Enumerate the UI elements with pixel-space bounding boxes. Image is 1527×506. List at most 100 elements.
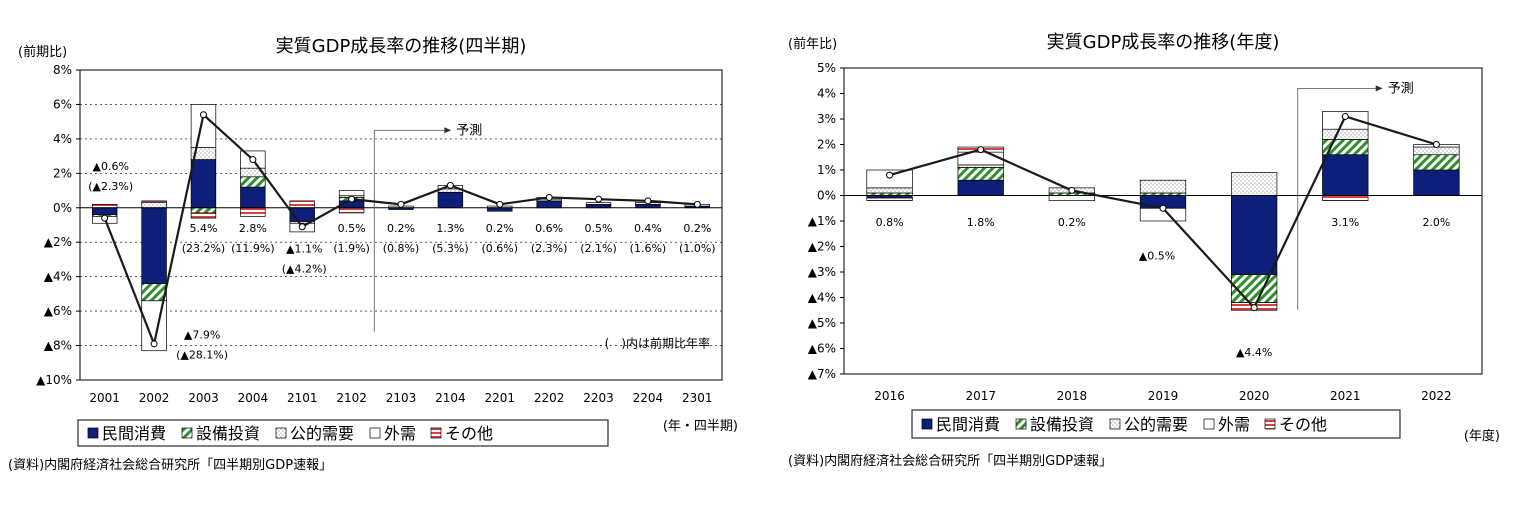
bar-private-consumption	[585, 203, 612, 209]
y-tick-label: ▲6%	[44, 304, 72, 318]
y-tick-label: ▲5%	[808, 316, 836, 330]
bar-other	[1322, 195, 1369, 201]
y-axis-label: (前期比)	[18, 44, 67, 60]
value-label: ▲4.4%	[1236, 346, 1272, 359]
legend-label: 公的需要	[1124, 415, 1188, 434]
x-tick-label: 2102	[336, 391, 367, 405]
legend-swatch-external-demand	[369, 427, 381, 439]
bar-other	[91, 203, 118, 209]
x-tick-label: 2018	[1057, 389, 1088, 403]
y-tick-label: ▲4%	[44, 270, 72, 284]
x-tick-label: 2101	[287, 391, 318, 405]
bar-public-demand	[1139, 179, 1187, 194]
legend-swatch-public-demand	[275, 427, 287, 439]
x-tick-label: 2022	[1421, 389, 1452, 403]
gdp-growth-point	[1250, 304, 1258, 312]
value-label: 0.4%	[634, 222, 662, 235]
fiscal-year-gdp-chart: 実質GDP成長率の推移(年度) (前年比) (年度) 5% 4% 3% 2% 1% 0% ▲1% ▲…	[788, 32, 1500, 444]
fiscal-year-gdp-chart-panel: 実質GDP成長率の推移(年度) (前年比) (年度) 5% 4% 3% 2% 1% 0% ▲1% ▲…	[760, 0, 1527, 506]
gdp-growth-point	[348, 195, 356, 203]
plot-frame	[79, 69, 723, 381]
bar-private-consumption	[240, 186, 266, 209]
value-label: 2.8%	[239, 222, 267, 235]
y-tick-label: ▲8%	[44, 339, 72, 353]
quarterly-gdp-chart-panel: 実質GDP成長率の推移(四半期) (前期比) (年・四半期) 8% 6% 4% 2% 0% ▲2…	[0, 0, 760, 506]
x-axis-label: (年度)	[1464, 428, 1500, 444]
annualized-label: (▲28.1%)	[176, 349, 228, 362]
x-tick-label: 2203	[583, 391, 614, 405]
value-label: ▲7.9%	[184, 329, 220, 342]
x-tick-label: 2020	[1239, 389, 1270, 403]
value-label: 0.5%	[338, 222, 366, 235]
bar-public-demand	[1322, 128, 1369, 140]
x-tick-label: 2004	[238, 391, 269, 405]
x-tick-label: 2021	[1330, 389, 1361, 403]
bar-private-consumption	[1322, 154, 1369, 196]
legend-swatch-capital-investment	[1015, 418, 1027, 430]
y-tick-label: ▲2%	[44, 235, 72, 249]
value-label: 2.0%	[1422, 216, 1450, 229]
gdp-growth-point	[150, 340, 158, 348]
y-tick-label: ▲2%	[808, 240, 836, 254]
legend-label: 公的需要	[290, 424, 354, 443]
bar-private-consumption	[1231, 195, 1278, 275]
y-tick-label: ▲10%	[36, 373, 72, 387]
value-label: 0.2%	[486, 222, 514, 235]
y-tick-label: 1%	[817, 163, 836, 177]
bar-external-demand	[1322, 110, 1369, 130]
legend-swatch-private-consumption	[87, 427, 99, 439]
legend-label: 外需	[1218, 415, 1250, 434]
gdp-growth-point	[1159, 204, 1167, 212]
x-tick-label: 2019	[1148, 389, 1179, 403]
bar-other	[240, 207, 266, 217]
chart-title: 実質GDP成長率の推移(年度)	[1047, 32, 1280, 53]
x-tick-label: 2016	[874, 389, 905, 403]
y-tick-label: ▲7%	[808, 367, 836, 381]
x-tick-label: 2003	[188, 391, 219, 405]
value-label: 3.1%	[1331, 216, 1359, 229]
y-tick-label: 4%	[817, 87, 836, 101]
legend-label: その他	[445, 424, 493, 443]
y-tick-label: 0%	[817, 189, 836, 203]
y-axis-label: (前年比)	[788, 36, 837, 52]
gdp-growth-point	[545, 193, 553, 201]
bar-other	[338, 207, 365, 214]
gdp-growth-point	[298, 223, 306, 231]
gdp-growth-point	[397, 200, 405, 208]
x-tick-label: 2103	[386, 391, 417, 405]
forecast-label: 予測	[1388, 81, 1414, 96]
bar-private-consumption	[957, 179, 1004, 196]
bar-public-demand	[1231, 172, 1278, 196]
value-label: 0.2%	[683, 222, 711, 235]
y-tick-label: ▲3%	[808, 265, 836, 279]
bar-external-demand	[585, 202, 612, 205]
gdp-growth-point	[446, 181, 454, 189]
bar-capital-investment	[1231, 274, 1278, 303]
value-label: 5.4%	[189, 222, 217, 235]
annualized-label: (▲4.2%)	[282, 263, 327, 276]
annualized-label: (0.8%)	[383, 242, 420, 255]
bar-capital-investment	[240, 176, 266, 188]
bar-private-consumption	[190, 159, 217, 209]
y-tick-label: 5%	[817, 61, 836, 75]
bar-other	[141, 200, 167, 203]
y-tick-label: 2%	[53, 166, 72, 180]
bar-private-consumption	[141, 207, 167, 284]
x-axis-label: (年・四半期)	[663, 419, 738, 434]
annualized-label: (1.6%)	[630, 242, 667, 255]
value-label: ▲1.1%	[286, 243, 322, 256]
annualized-label: (1.0%)	[679, 242, 716, 255]
gdp-growth-point	[199, 111, 207, 119]
gdp-growth-point	[101, 214, 109, 222]
x-tick-label: 2204	[633, 391, 664, 405]
source-note-fiscal: (資料)内閣府経済社会総合研究所「四半期別GDP速報」	[788, 454, 1113, 469]
quarterly-gdp-chart: 実質GDP成長率の推移(四半期) (前期比) (年・四半期) 8% 6% 4% 2% 0% ▲2…	[18, 36, 738, 447]
y-tick-label: 8%	[53, 63, 72, 77]
bar-public-demand	[866, 187, 913, 194]
gdp-growth-point	[977, 146, 985, 154]
gdp-growth-point	[644, 197, 652, 205]
bar-other	[289, 200, 315, 209]
legend-label: 民間消費	[102, 424, 166, 443]
bar-private-consumption	[1413, 169, 1460, 196]
bar-private-consumption	[536, 200, 562, 209]
